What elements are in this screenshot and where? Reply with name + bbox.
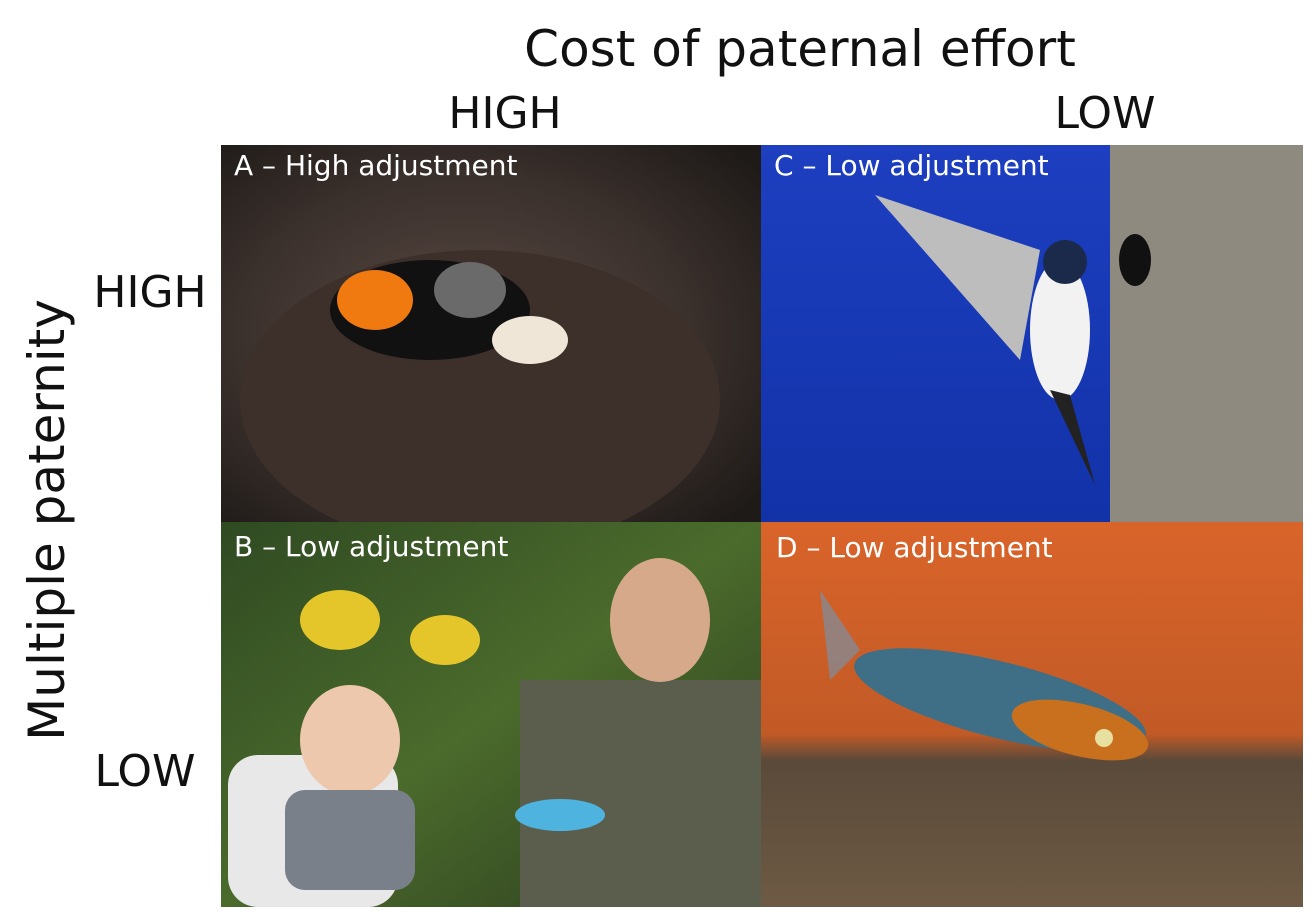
bird-head [1043,240,1087,284]
fish-eye [1095,729,1113,747]
column-label: LOW [1054,88,1155,139]
panel-label: A – High adjustment [234,149,517,182]
nest-box [1110,145,1303,522]
flowers [410,615,480,665]
photo-swallow [761,145,1303,522]
bowl [515,799,605,831]
figure: Cost of paternal effort HIGH LOW Multipl… [0,0,1313,921]
column-label: HIGH [448,88,561,139]
photo-father [221,522,761,907]
row-axis-title: Multiple paternity [18,299,76,741]
page: Cost of paternal effort HIGH LOW Multipl… [0,0,1313,921]
beetle-head [434,262,506,318]
baby-body [285,790,415,890]
panel-label: D – Low adjustment [776,531,1053,564]
photo-fish [761,522,1303,907]
photo-beetle [221,145,761,550]
row-label: LOW [94,746,195,797]
nest-hole [1119,234,1151,286]
flowers [300,590,380,650]
beetle-marking [337,270,413,330]
row-label: HIGH [93,267,206,318]
baby-head [300,685,400,795]
larva [492,316,568,364]
panel-label: C – Low adjustment [774,149,1049,182]
father-head [610,558,710,682]
panel-label: B – Low adjustment [234,530,508,563]
shirt [520,680,761,907]
column-axis-title: Cost of paternal effort [524,20,1076,78]
